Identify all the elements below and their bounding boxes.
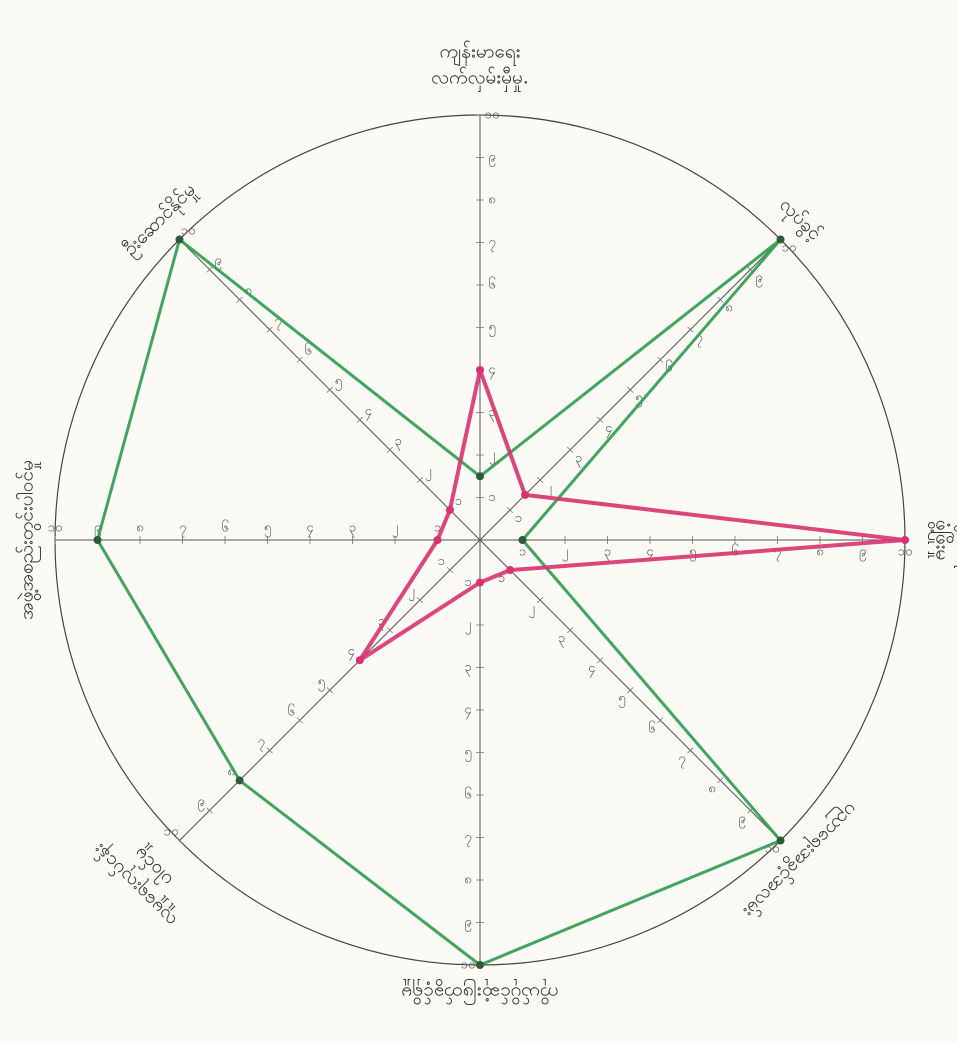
axis-label-line: လက်လှမ်းမှီမှု.: [431, 66, 529, 93]
tick-label: ၁: [455, 494, 462, 509]
tick-label: ၁၀: [181, 223, 196, 238]
tick-label: ၆: [221, 520, 228, 536]
page: {"chart_data": { "type": "radar", "categ…: [0, 0, 957, 1043]
tick-label: ၆: [464, 787, 471, 803]
tick-label: ၅: [618, 691, 625, 708]
data-point: [446, 506, 454, 514]
tick-label: ၆: [288, 703, 295, 719]
data-point: [901, 536, 909, 544]
data-point: [356, 656, 364, 664]
tick-label: ၁: [488, 490, 495, 505]
tick-label: ၆: [305, 343, 312, 359]
axis-label-line: ကျန်းမာရေး: [440, 40, 521, 67]
axis-label-line: အဖွဲ့အစည်းတွင်းပါဝင်မှု: [15, 460, 42, 620]
tick-label: ၆: [648, 720, 655, 736]
data-point: [94, 536, 102, 544]
tick-label: ၅: [488, 320, 495, 337]
tick-label: ၉: [755, 271, 762, 288]
tick-label: ၁၀: [782, 240, 797, 255]
data-point: [476, 472, 484, 480]
tick-label: ၁၀: [48, 521, 63, 536]
data-point: [476, 961, 484, 969]
tick-label: ၃: [558, 631, 565, 648]
tick-label: ၄: [488, 363, 496, 380]
tick-label: ၅: [264, 521, 271, 538]
axis-label-line: ဖွံ့ဖြိုးမှု: [928, 520, 956, 561]
tick-label: ၁၀: [898, 545, 913, 560]
series-line: [98, 240, 781, 966]
tick-label: ၂: [465, 618, 471, 635]
tick-label: ၃: [604, 545, 611, 562]
tick-label: ၇: [774, 545, 781, 562]
axis-label: စီးပွားရေးဖွံ့ဖြိုးမှု: [928, 507, 957, 572]
tick-label: ၉: [197, 794, 204, 811]
tick-label: ၁: [438, 554, 445, 569]
tick-label: ၆: [488, 277, 495, 293]
tick-label: ၄: [588, 661, 596, 678]
tick-label: ၈: [488, 193, 495, 208]
tick-label: ၈: [136, 521, 143, 536]
chart: ၁၂၃၄၅၆၇၈၉၁၀ကျန်းမာရေးလက်လှမ်းမှီမှု.၁၂၃၄…: [0, 0, 957, 1043]
tick-label: ၄: [464, 703, 472, 720]
data-point: [519, 536, 527, 544]
axis-label-line: ကိုယ်ပိုင်ဆုံးဖြတ်ခွင့်ရှိမှု: [401, 979, 558, 1007]
tick-label: ၃: [575, 451, 582, 468]
tick-label: ၂: [489, 448, 495, 465]
data-point: [521, 491, 529, 499]
tick-label: ၂: [425, 464, 431, 481]
tick-label: ၇: [257, 734, 264, 751]
tick-label: ၉: [488, 150, 495, 167]
tick-label: ၁: [519, 545, 526, 560]
data-point: [777, 235, 785, 243]
data-point: [506, 566, 514, 574]
tick-label: ၅: [464, 745, 471, 762]
tick-label: ၅: [335, 374, 342, 391]
data-point: [236, 776, 244, 784]
tick-label: ၈: [464, 873, 471, 888]
data-point: [434, 536, 442, 544]
tick-label: ၂: [562, 545, 568, 562]
tick-label: ၃: [349, 521, 356, 538]
tick-label: ၉: [738, 811, 745, 828]
data-point: [175, 235, 183, 243]
tick-label: ၁: [515, 511, 522, 526]
tick-label: ၇: [678, 751, 685, 768]
data-point: [476, 579, 484, 587]
data-point: [777, 837, 785, 845]
tick-label: ၉: [859, 545, 866, 562]
axis-label: အဖွဲ့အစည်းတွင်းပါဝင်မှု: [15, 460, 42, 620]
tick-label: ၂: [545, 481, 551, 498]
tick-label: ၁၀: [485, 108, 500, 123]
tick-label: ၃: [464, 660, 471, 677]
axis-label: ကျန်းမာရေးလက်လှမ်းမှီမှု.: [431, 40, 529, 93]
tick-label: ၂: [528, 601, 534, 618]
tick-label: ၇: [464, 830, 471, 847]
tick-label: ၈: [708, 781, 715, 796]
data-point: [476, 366, 484, 374]
axis-label: ကိုယ်ပိုင်ဆုံးဖြတ်ခွင့်ရှိမှု: [401, 979, 558, 1007]
tick-label: ၇: [179, 521, 186, 538]
tick-label: ၄: [348, 644, 356, 661]
tick-label: ၄: [306, 521, 314, 538]
tick-label: ၅: [689, 545, 696, 562]
tick-label: ၇: [488, 235, 495, 252]
tick-label: ၂: [392, 521, 398, 538]
tick-label: ၅: [318, 674, 325, 691]
tick-label: ၁၀: [164, 825, 179, 840]
tick-label: ၄: [365, 404, 373, 421]
tick-label: ၉: [464, 915, 471, 932]
tick-label: ၃: [395, 434, 402, 451]
